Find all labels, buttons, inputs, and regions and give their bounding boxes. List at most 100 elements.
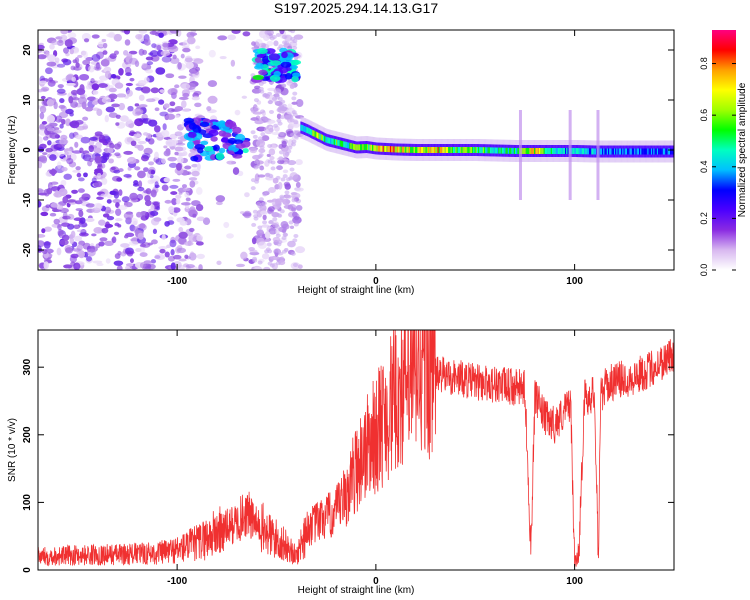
ridge-core <box>473 147 476 153</box>
noise-speckle <box>291 211 298 218</box>
noise-speckle <box>275 32 281 37</box>
ridge-core <box>364 144 367 151</box>
noise-speckle <box>97 41 105 48</box>
noise-speckle <box>65 108 74 115</box>
ridge-core <box>560 148 563 154</box>
ridge-core <box>500 147 503 154</box>
ridge-core <box>421 147 424 153</box>
noise-speckle <box>138 30 148 34</box>
ridge-core <box>444 147 447 153</box>
noise-speckle <box>196 253 205 259</box>
ridge-core <box>553 148 556 154</box>
noise-speckle <box>141 242 151 248</box>
noise-speckle <box>174 131 183 137</box>
noise-speckle <box>128 240 139 246</box>
noise-speckle <box>76 172 82 178</box>
noise-speckle <box>161 184 169 192</box>
noise-speckle <box>162 42 169 48</box>
noise-speckle <box>172 178 181 182</box>
signal-blob <box>273 70 281 77</box>
noise-speckle <box>139 262 146 269</box>
noise-speckle <box>154 184 160 189</box>
noise-speckle <box>275 261 281 266</box>
ridge-core <box>328 137 331 144</box>
ridge-core <box>464 147 467 153</box>
ridge-core <box>604 148 607 155</box>
ridge-core <box>633 148 636 155</box>
noise-speckle <box>274 93 280 98</box>
ridge-core <box>554 148 557 154</box>
ridge-core <box>450 147 453 153</box>
ridge-core <box>478 147 481 154</box>
noise-speckle <box>269 230 275 235</box>
ridge-core <box>609 148 612 155</box>
noise-speckle <box>279 30 285 35</box>
ridge-core <box>547 148 550 154</box>
snr-x-ticks: -100 0 100 <box>167 330 583 587</box>
noise-speckle <box>143 167 149 173</box>
ridge-core <box>356 144 359 151</box>
noise-speckle <box>291 96 297 101</box>
ridge-core <box>641 148 644 155</box>
noise-speckle <box>183 241 194 246</box>
ridge-core <box>436 147 439 153</box>
noise-speckle <box>236 75 242 80</box>
ridge-core <box>619 148 622 155</box>
ridge-core <box>482 147 485 154</box>
ridge-core <box>572 148 575 154</box>
ridge-core <box>522 148 525 154</box>
noise-speckle <box>161 56 172 63</box>
ridge-core <box>504 147 507 154</box>
noise-speckle <box>125 263 134 267</box>
noise-speckle <box>274 224 280 229</box>
noise-speckle <box>97 83 108 88</box>
noise-speckle <box>50 202 60 208</box>
noise-speckle <box>258 197 264 202</box>
noise-speckle <box>46 188 53 195</box>
noise-speckle <box>155 131 166 138</box>
ridge-core <box>343 141 346 148</box>
ridge-core <box>541 148 544 154</box>
noise-speckle <box>45 204 51 208</box>
noise-speckle <box>80 136 91 144</box>
noise-speckle <box>189 180 196 188</box>
noise-speckle <box>40 156 48 164</box>
noise-speckle <box>184 254 189 259</box>
noise-speckle <box>75 62 80 69</box>
noise-speckle <box>256 201 262 206</box>
noise-speckle <box>63 173 73 180</box>
ridge-core <box>390 146 393 153</box>
noise-speckle <box>277 159 285 165</box>
noise-speckle <box>75 134 83 140</box>
noise-speckle <box>168 206 175 214</box>
noise-speckle <box>130 237 140 242</box>
noise-speckle <box>287 159 297 166</box>
ridge-core <box>623 148 626 155</box>
ridge-core <box>426 147 429 153</box>
ridge-core <box>661 148 664 155</box>
noise-speckle <box>63 264 73 269</box>
glitch-stripe <box>518 110 522 200</box>
ridge-core <box>578 148 581 155</box>
noise-speckle <box>129 77 135 82</box>
noise-speckle <box>54 57 60 63</box>
noise-speckle <box>217 35 228 41</box>
ridge-core <box>542 148 545 154</box>
ridge-core <box>448 147 451 153</box>
noise-speckle <box>69 255 77 263</box>
noise-speckle <box>267 100 273 105</box>
ridge-core <box>412 146 415 153</box>
noise-speckle <box>208 49 216 58</box>
noise-speckle <box>264 238 270 242</box>
ridge-core <box>348 142 351 149</box>
noise-speckle <box>258 148 266 154</box>
ridge-core <box>395 146 398 153</box>
noise-speckle <box>118 189 123 196</box>
noise-speckle <box>169 239 177 248</box>
ridge-core <box>592 148 595 155</box>
ridge-core <box>516 148 519 154</box>
noise-speckle <box>170 249 175 256</box>
ridge-core <box>370 144 373 151</box>
noise-speckle <box>295 205 303 211</box>
ridge-core <box>538 148 541 154</box>
